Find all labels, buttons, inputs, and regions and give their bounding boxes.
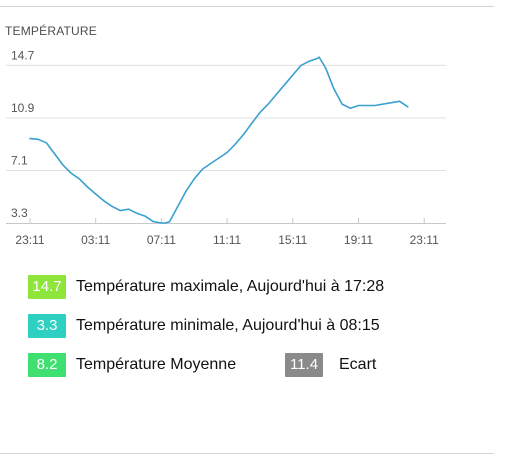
y-tick-label: 7.1 [11,153,28,167]
average-temperature-label: Température Moyenne [76,356,237,373]
min-temperature-label: Température minimale, Aujourd'hui à 08:1… [76,317,380,334]
chart-title: TEMPÉRATURE [5,24,97,38]
y-tick-label: 3.3 [11,206,28,220]
x-tick-label: 03:11 [81,233,110,247]
x-tick-label: 23:11 [410,233,439,247]
max-temperature-row: 14.7 Température maximale, Aujourd'hui à… [28,275,384,299]
bottom-divider [0,453,494,454]
max-temperature-badge: 14.7 [28,275,66,299]
x-tick-label: 07:11 [147,233,176,247]
x-tick-label: 11:11 [213,233,242,247]
ecart-badge: 11.4 [285,353,323,377]
x-tick-label: 19:11 [344,233,373,247]
average-temperature-row: 8.2 Température Moyenne [28,353,236,377]
top-divider [0,6,494,7]
y-tick-label: 14.7 [11,48,35,62]
average-temperature-badge: 8.2 [28,353,66,377]
x-tick-label: 15:11 [278,233,307,247]
ecart-label: Ecart [339,356,377,373]
x-tick-label: 23:11 [15,233,44,247]
temperature-line-chart: 3.3 7.1 10.9 14.7 23:11 03:11 07:11 11:11 15:11 1… [6,48,446,247]
min-temperature-row: 3.3 Température minimale, Aujourd'hui à … [28,314,380,338]
ecart-row: 11.4 Ecart [285,353,376,377]
max-temperature-label: Température maximale, Aujourd'hui à 17:2… [76,278,385,295]
y-tick-label: 10.9 [11,101,35,115]
temperature-series-line [29,56,409,224]
min-temperature-badge: 3.3 [28,314,66,338]
